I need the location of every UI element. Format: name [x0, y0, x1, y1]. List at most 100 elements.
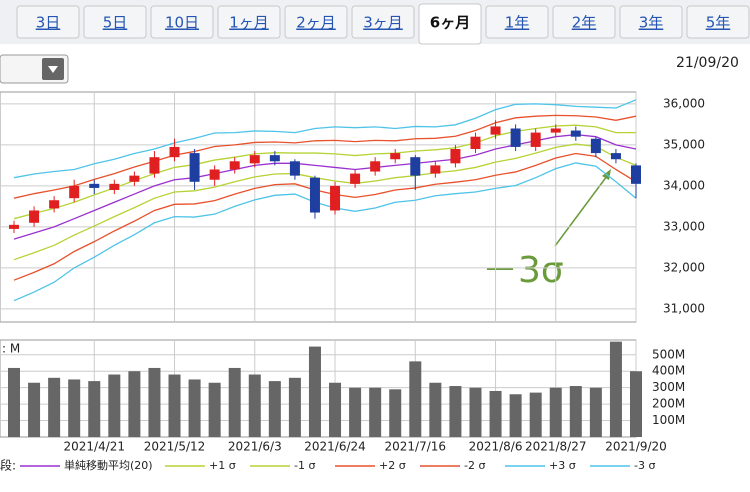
- y-tick-label: 36,000: [663, 96, 705, 110]
- tab-label[interactable]: 5日: [103, 14, 128, 32]
- volume-bar: [268, 381, 281, 437]
- tab-label[interactable]: 3日: [36, 14, 61, 32]
- candle-body: [470, 136, 481, 149]
- candle-body: [289, 161, 300, 176]
- candle-body: [450, 148, 461, 164]
- candle-body: [269, 155, 280, 162]
- legend-label: -1 σ: [294, 459, 315, 472]
- y-tick-label: 31,000: [663, 301, 705, 315]
- tab-label[interactable]: 2ヶ月: [296, 14, 336, 32]
- band-line: [13, 133, 637, 240]
- tab[interactable]: [284, 5, 348, 39]
- candle-body: [69, 185, 80, 199]
- tab[interactable]: [16, 5, 80, 39]
- y-tick-label: 34,000: [663, 178, 705, 192]
- volume-bar: [369, 387, 382, 437]
- legend-label: +3 σ: [549, 459, 576, 472]
- tab-label[interactable]: 1年: [505, 14, 530, 32]
- volume-bar: [569, 386, 582, 437]
- volume-bar: [308, 346, 321, 437]
- volume-bar: [609, 341, 622, 437]
- candle-body: [410, 157, 421, 176]
- candle-body: [189, 153, 200, 182]
- candle-body: [29, 210, 40, 223]
- band-line: [13, 114, 637, 199]
- legend-label: +2 σ: [379, 459, 406, 472]
- dropdown-arrow: [48, 66, 58, 73]
- tab-label[interactable]: 2年: [572, 14, 597, 32]
- x-tick-label: 2021/6/24: [304, 440, 366, 454]
- y-tick-label: 35,000: [663, 137, 705, 151]
- candle-body: [610, 153, 621, 160]
- y-tick-label: 32,000: [663, 260, 705, 274]
- band-line: [13, 143, 637, 261]
- candle-body: [390, 153, 401, 160]
- tab[interactable]: [686, 5, 750, 39]
- volume-bar: [329, 382, 342, 437]
- tab-label[interactable]: 1ヶ月: [229, 14, 269, 32]
- candle-body: [9, 224, 19, 229]
- volume-bar: [88, 381, 101, 437]
- tab-label[interactable]: 10日: [165, 14, 199, 32]
- tab[interactable]: [418, 3, 482, 45]
- candle-body: [570, 130, 581, 137]
- tab[interactable]: [619, 5, 683, 39]
- tab[interactable]: [552, 5, 616, 39]
- candle-body: [149, 157, 160, 174]
- x-tick-label: 2021/5/12: [144, 440, 206, 454]
- y-tick-label: 200M: [652, 397, 685, 411]
- candle-body: [510, 128, 521, 147]
- band-line: [13, 152, 637, 281]
- band-line: [13, 99, 637, 179]
- tab[interactable]: [83, 5, 147, 39]
- volume-bar: [148, 367, 161, 437]
- candle-body: [309, 177, 320, 213]
- volume-bar: [409, 361, 422, 437]
- x-tick-label: 2021/8/27: [525, 440, 587, 454]
- date: 21/09/20: [676, 55, 739, 71]
- volume-bar: [349, 387, 362, 437]
- volume-bar: [630, 371, 642, 437]
- candle-body: [49, 200, 60, 209]
- tab-label[interactable]: 5年: [706, 14, 731, 32]
- volume-bar: [529, 392, 542, 437]
- x-tick-label: 2021/8/6: [469, 440, 523, 454]
- tab[interactable]: [217, 5, 281, 39]
- volume-bar: [228, 367, 241, 437]
- volume-bar: [168, 374, 181, 437]
- candle-body: [631, 165, 641, 184]
- band-line: [13, 162, 637, 302]
- legend-title: 段:: [0, 458, 16, 473]
- volume-bar: [208, 382, 221, 437]
- candle-body: [89, 183, 100, 188]
- y-tick-label: 100M: [652, 413, 685, 427]
- volume-bar: [188, 379, 201, 437]
- candle-body: [209, 169, 220, 180]
- volume-bar: [509, 394, 522, 437]
- candle-body: [109, 183, 120, 190]
- annotation-arrow: [554, 175, 608, 247]
- y-tick-label: 300M: [652, 380, 685, 394]
- tab-label[interactable]: 6ヶ月: [430, 14, 470, 32]
- y-tick-label: 400M: [652, 364, 685, 378]
- volume-bar: [429, 382, 442, 437]
- volume-bar: [288, 377, 301, 437]
- tab[interactable]: [150, 5, 214, 39]
- tab[interactable]: [485, 5, 549, 39]
- tab[interactable]: [351, 5, 415, 39]
- candle-body: [330, 185, 341, 211]
- candle-body: [249, 155, 260, 164]
- volume-bar: [128, 371, 141, 437]
- y-tick-label: 33,000: [663, 219, 705, 233]
- candle-body: [370, 161, 381, 172]
- tab-label[interactable]: 3年: [639, 14, 664, 32]
- x-tick-label: 2021/9/20: [605, 440, 667, 454]
- candle-body: [129, 175, 140, 182]
- tab-label[interactable]: 3ヶ月: [363, 14, 403, 32]
- legend-label: -3 σ: [634, 459, 655, 472]
- volume-bar: [389, 389, 402, 437]
- candle-body: [590, 138, 601, 154]
- candle-body: [430, 165, 441, 174]
- volume-bar: [68, 379, 81, 437]
